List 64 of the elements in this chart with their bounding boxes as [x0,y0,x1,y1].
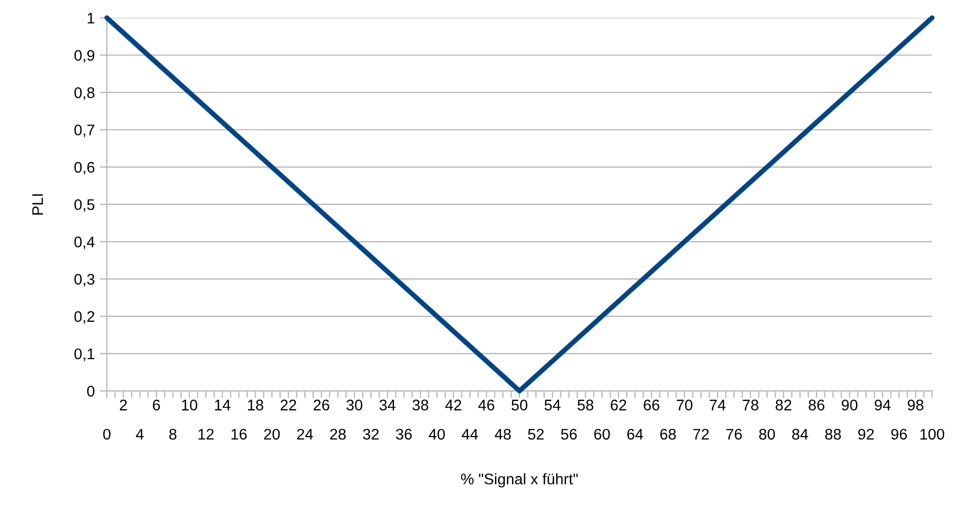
x-tick-label: 0 [103,428,110,440]
x2-tick-label: 54 [544,400,561,410]
x2-tick-label: 26 [314,400,330,410]
x2-tick-label: 46 [478,400,494,410]
x2-tick-label: 2 [120,400,127,410]
x-tick-label: 92 [858,428,874,440]
x2-tick-label: 94 [874,400,891,410]
x2-tick-label: 66 [644,400,660,410]
x-tick-label: 68 [660,428,676,440]
x2-tick-label: 74 [710,400,726,410]
x2-tick-label: 90 [842,400,858,410]
y-tick-label: 0,7 [74,124,94,138]
x-tick-label: 24 [297,428,313,440]
x-tick-label: 20 [264,428,280,440]
y-tick-label: 0 [87,386,94,397]
y-tick-label: 1 [88,12,94,24]
x-tick-label: 64 [627,428,644,440]
x2-tick-label: 10 [182,400,198,410]
x2-tick-label: 38 [412,400,428,410]
x2-tick-label: 34 [380,400,396,410]
x-tick-label: 28 [330,428,346,440]
x2-tick-label: 70 [676,400,692,410]
x-tick-label: 80 [759,428,775,440]
x-axis-title: % "Signal x führt" [461,473,578,488]
y-tick-label: 0,9 [74,50,94,63]
y-tick-label: 0,3 [74,274,94,286]
x-tick-label: 32 [363,428,379,440]
x-tick-label: 8 [169,428,176,440]
x2-tick-label: 58 [578,400,594,410]
x-tick-label: 84 [792,428,808,440]
x-tick-label: 60 [594,428,610,440]
x-tick-label: 12 [198,428,214,440]
x2-tick-label: 98 [908,400,924,410]
x-tick-label: 36 [396,428,412,440]
x2-tick-label: 18 [248,400,264,410]
y-tick-label: 0,6 [74,162,94,175]
x2-tick-label: 30 [346,400,362,410]
x2-tick-label: 82 [776,400,792,410]
x2-tick-label: 78 [742,400,758,410]
x-tick-label: 40 [428,428,445,440]
y-tick-label: 0,8 [74,87,94,100]
x-tick-label: 52 [528,428,544,440]
x-tick-label: 56 [561,428,577,440]
x-tick-label: 16 [232,428,247,440]
x-tick-label: 100 [920,428,944,440]
x2-tick-label: 50 [512,400,528,410]
x-tick-label: 48 [494,428,511,440]
y-axis-title: PLI [32,194,43,215]
x-tick-label: 44 [462,428,478,440]
x-tick-label: 76 [726,428,742,440]
y-tick-label: 0,5 [74,199,94,212]
x-tick-label: 96 [891,428,907,440]
y-tick-label: 0,4 [74,236,95,250]
x-tick-label: 72 [693,428,709,440]
y-tick-label: 0,2 [74,311,94,324]
x2-tick-label: 42 [445,400,462,410]
x2-tick-label: 86 [808,400,824,410]
x-tick-label: 88 [825,428,841,440]
y-tick-label: 0,1 [74,348,94,362]
x2-tick-label: 6 [152,400,160,410]
x2-tick-label: 14 [215,400,230,410]
x2-tick-label: 62 [610,400,626,410]
x2-tick-label: 22 [280,400,296,410]
x-tick-label: 4 [136,428,144,440]
